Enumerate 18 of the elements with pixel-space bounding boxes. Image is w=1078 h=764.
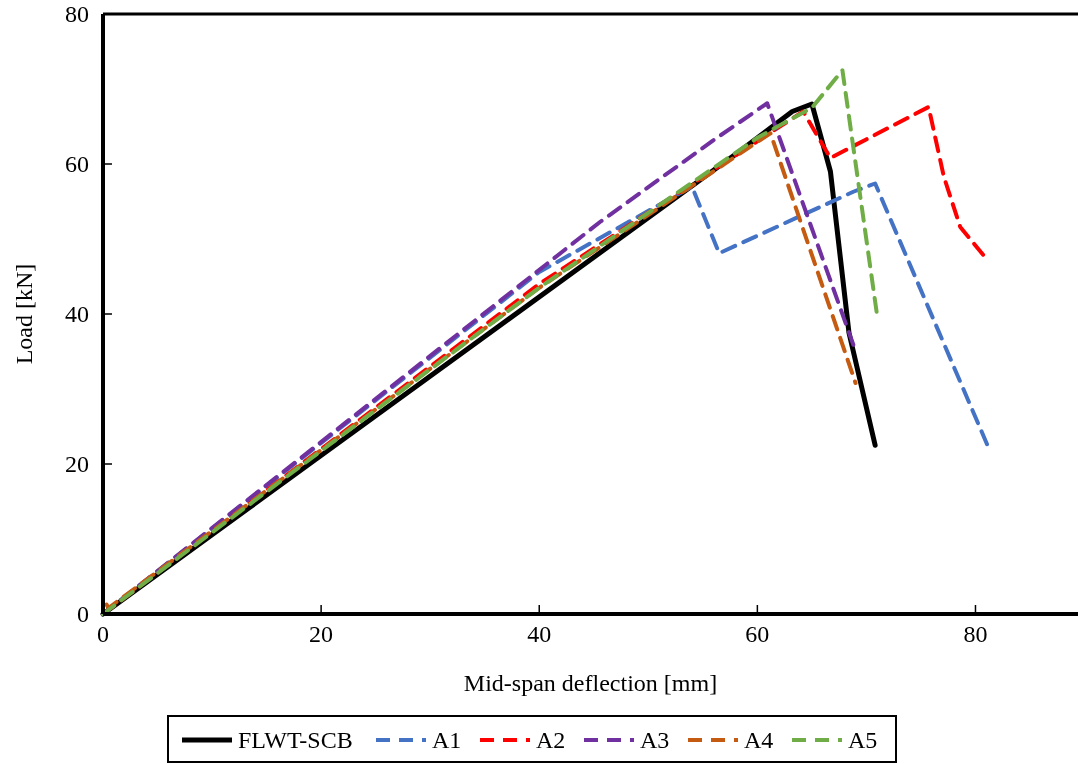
legend-label: A2 <box>536 727 566 753</box>
legend-label: A3 <box>640 727 670 753</box>
y-tick-label: 20 <box>65 451 89 477</box>
x-tick-label: 60 <box>745 621 770 647</box>
x-tick-label: 0 <box>97 621 109 647</box>
x-axis-title: Mid-span deflection [mm] <box>463 670 718 696</box>
x-tick-label: 20 <box>309 621 334 647</box>
x-tick-label: 40 <box>527 621 552 647</box>
y-tick-label: 40 <box>65 301 89 327</box>
legend-label: FLWT-SCB <box>238 727 353 753</box>
y-tick-label: 0 <box>77 601 89 627</box>
y-axis-title: Load [kN] <box>11 263 37 365</box>
y-tick-label: 60 <box>65 151 89 177</box>
legend-label: A4 <box>744 727 774 753</box>
legend-label: A5 <box>848 727 878 753</box>
x-tick-label: 80 <box>963 621 988 647</box>
legend-label: A1 <box>432 727 462 753</box>
y-tick-label: 80 <box>65 1 89 27</box>
